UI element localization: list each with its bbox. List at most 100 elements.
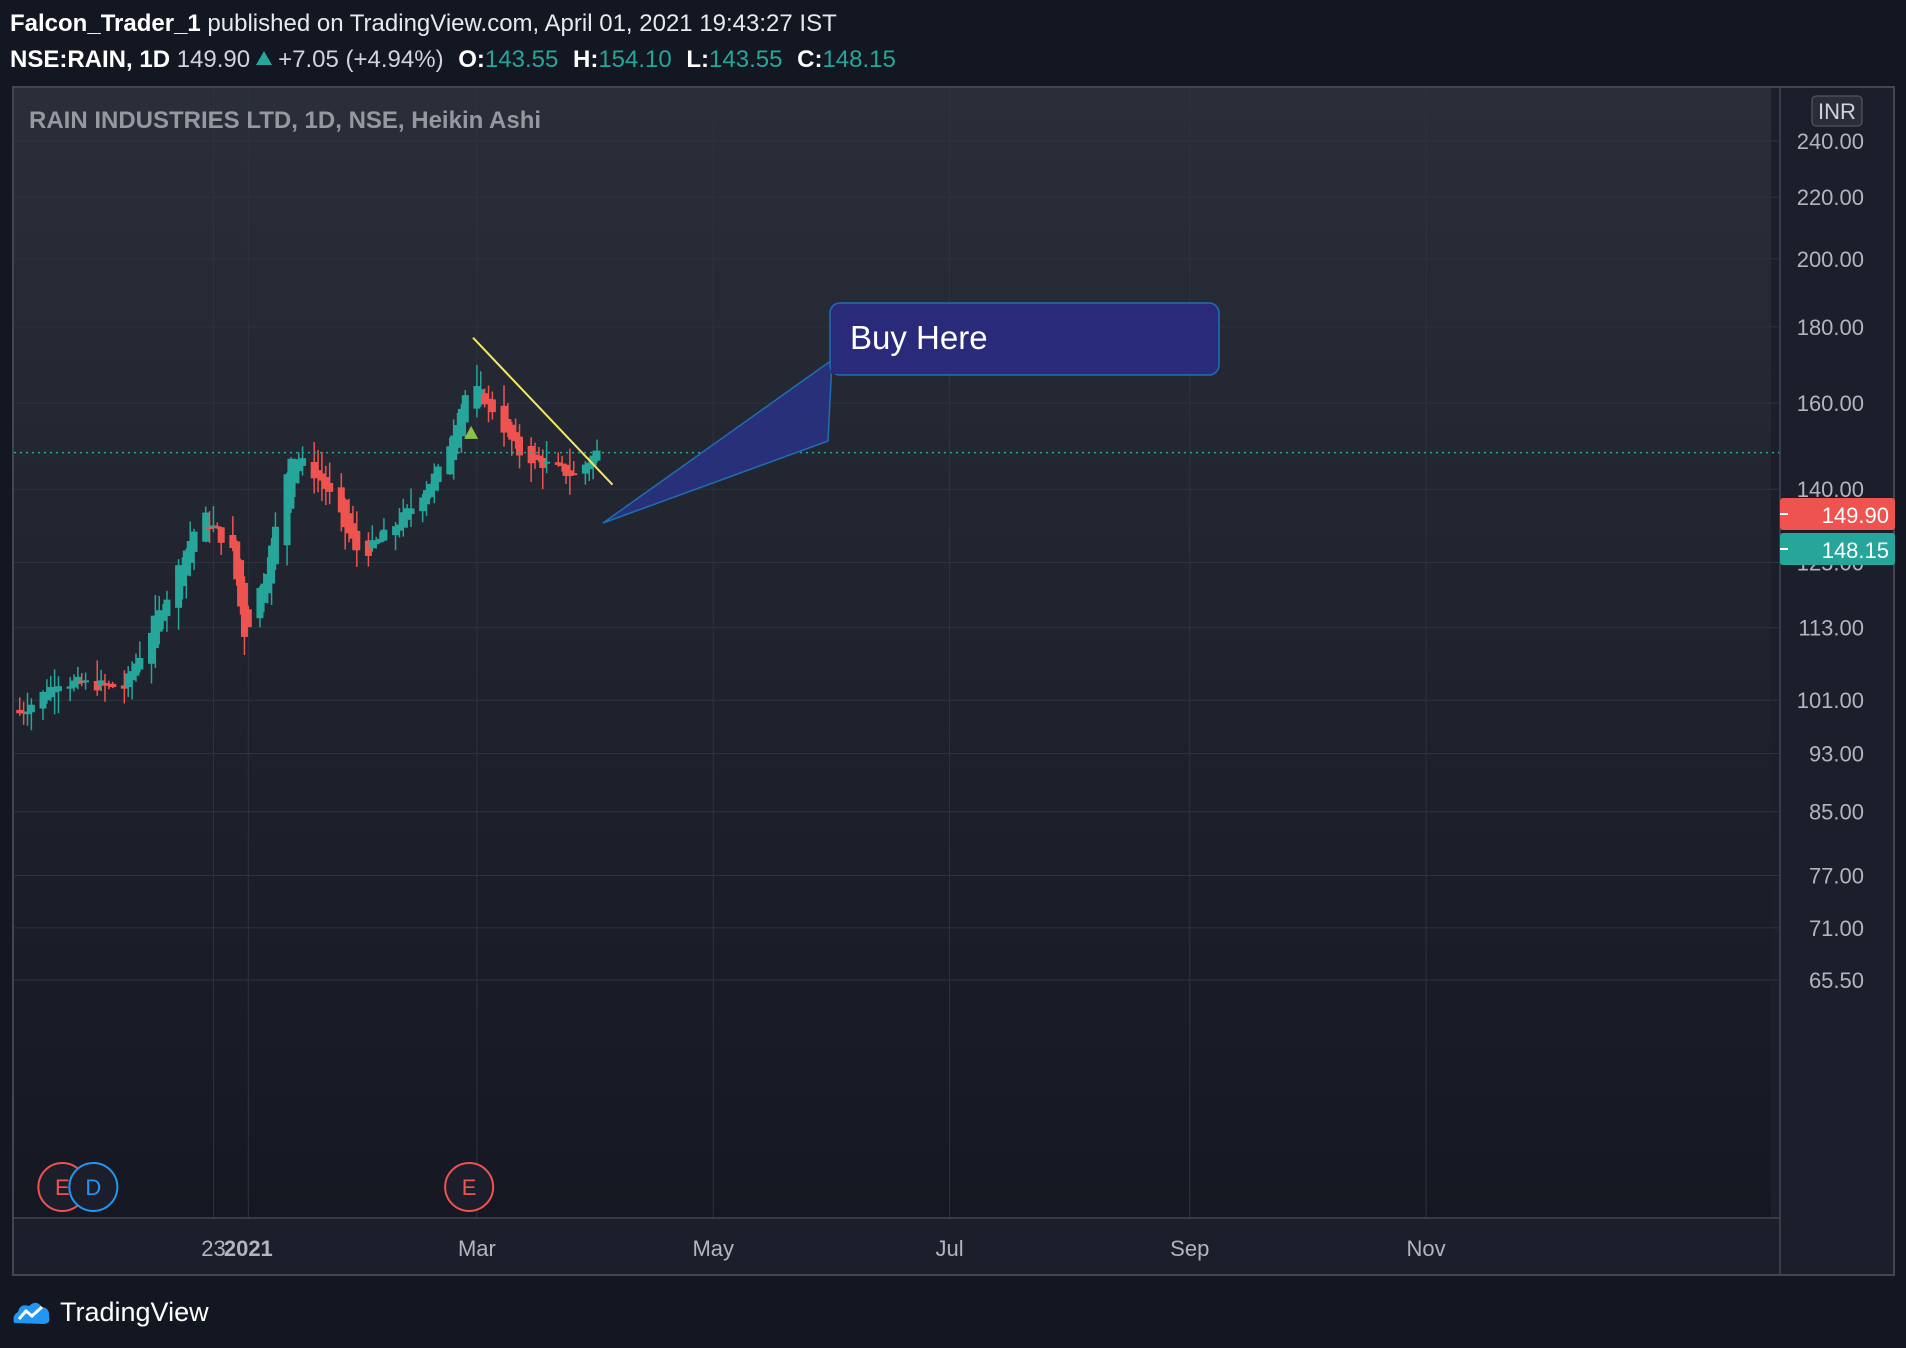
candle-body: [423, 490, 431, 505]
chart-header: Falcon_Trader_1 published on TradingView…: [10, 6, 1896, 82]
candle-body: [299, 458, 307, 466]
candle-body: [454, 424, 462, 448]
last-price-label: 149.90: [1822, 503, 1889, 528]
legend-title: RAIN INDUSTRIES LTD, 1D, NSE, Heikin Ash…: [29, 107, 541, 134]
candle-body: [82, 680, 90, 683]
time-tick-label: Sep: [1170, 1236, 1209, 1261]
candle-body: [124, 673, 132, 688]
event-marker-label: E: [462, 1175, 477, 1200]
candle-body: [512, 432, 520, 442]
earnings-event-marker[interactable]: E: [444, 1162, 495, 1212]
price-tick-label: 101.00: [1797, 688, 1864, 713]
published-text: published on TradingView.com, April 01, …: [200, 10, 837, 37]
candle-body: [136, 658, 144, 670]
candle-body: [500, 405, 508, 433]
candle-body: [403, 508, 411, 520]
candle-body: [206, 526, 214, 529]
candle-body: [516, 436, 524, 456]
candle-body: [264, 574, 272, 594]
time-tick-label: Mar: [458, 1236, 496, 1261]
candle-body: [244, 609, 252, 628]
candle-body: [51, 690, 59, 693]
candle-body: [434, 466, 442, 483]
candle-body: [508, 424, 516, 440]
price-tick-label: 220.00: [1797, 185, 1864, 210]
candle-body: [295, 460, 303, 472]
candle-body: [190, 531, 198, 552]
candle-body: [66, 686, 74, 689]
candle-body: [268, 545, 276, 584]
callout-joint: [831, 354, 853, 374]
candle-body: [581, 464, 589, 474]
candle-body: [109, 683, 117, 688]
author-name[interactable]: Falcon_Trader_1: [10, 10, 201, 37]
candle-body: [20, 711, 28, 714]
price-tick-label: 65.50: [1809, 968, 1864, 993]
candle-body: [589, 455, 597, 466]
footer: TradingView: [10, 1288, 209, 1336]
high-value: 154.10: [598, 46, 672, 73]
candle-body: [186, 541, 194, 563]
event-marker-label: E: [55, 1175, 70, 1200]
candle-body: [128, 671, 136, 681]
chart-grid: [14, 88, 1780, 1218]
candle-body: [70, 680, 78, 688]
candle-body: [558, 463, 566, 467]
candle-body: [353, 530, 361, 551]
candle-body: [283, 474, 291, 546]
candle-body: [539, 457, 547, 468]
candle-body: [345, 513, 353, 534]
candle-body: [256, 587, 264, 619]
candle-body: [477, 389, 485, 398]
candle-body: [23, 712, 31, 715]
candle-body: [593, 450, 601, 461]
brand-name[interactable]: TradingView: [60, 1296, 209, 1327]
candle-body: [349, 523, 357, 539]
low-value: 143.55: [709, 46, 783, 73]
candle-body: [209, 525, 217, 528]
candle-body: [271, 526, 279, 565]
currency-badge[interactable]: INR: [1811, 95, 1863, 127]
last-price: 149.90: [176, 46, 251, 73]
candle-body: [337, 487, 345, 513]
candle-body: [376, 538, 384, 543]
price-tick-label: 200.00: [1797, 247, 1864, 272]
candle-body: [97, 680, 105, 686]
candle-body: [260, 583, 268, 603]
candle-body: [372, 540, 380, 545]
candle-body: [213, 526, 221, 529]
candle-body: [326, 482, 334, 492]
candle-body: [151, 615, 159, 649]
candle-body: [419, 497, 427, 512]
trendline[interactable]: [472, 337, 614, 486]
candle-body: [554, 462, 562, 465]
candle-body: [341, 499, 349, 528]
candle-body: [147, 632, 155, 664]
buy-callout[interactable]: Buy Here: [602, 302, 1220, 524]
candle-body: [120, 685, 128, 689]
price-axis[interactable]: 240.00220.00200.00180.00160.00140.00125.…: [1797, 129, 1864, 993]
candle-body: [27, 704, 35, 713]
candle-body: [182, 550, 190, 576]
callout-text: Buy Here: [850, 319, 988, 356]
dividend-event-marker[interactable]: D: [68, 1162, 119, 1212]
price-tick-label: 71.00: [1809, 916, 1864, 941]
price-tick-label: 240.00: [1797, 129, 1864, 154]
candle-series: [16, 364, 601, 731]
price-chart[interactable]: Buy Here 240.00 220.00 200.00 180.00 160.00 1…: [12, 86, 1895, 1276]
candle-body: [43, 694, 51, 701]
candle-body: [287, 458, 295, 509]
candle-body: [74, 676, 82, 685]
time-tick-label: Jul: [935, 1236, 963, 1261]
open-label: O:: [458, 46, 485, 73]
candle-body: [535, 455, 543, 461]
candle-body: [488, 399, 496, 413]
candle-body: [105, 683, 113, 686]
time-tick-label: May: [692, 1236, 734, 1261]
candle-body: [132, 663, 140, 676]
candle-body: [159, 611, 167, 621]
time-tick-label: 2021: [224, 1236, 273, 1261]
price-tick-label: 77.00: [1809, 863, 1864, 888]
